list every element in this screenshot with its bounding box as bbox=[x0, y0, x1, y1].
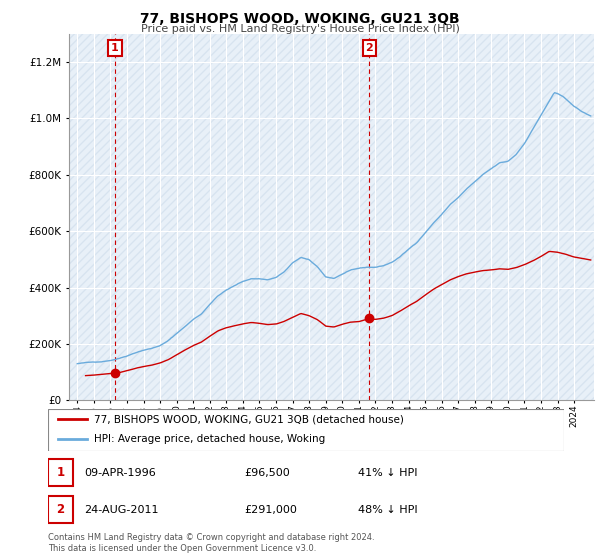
Text: 1: 1 bbox=[56, 466, 64, 479]
Text: Contains HM Land Registry data © Crown copyright and database right 2024.
This d: Contains HM Land Registry data © Crown c… bbox=[48, 533, 374, 553]
Text: HPI: Average price, detached house, Woking: HPI: Average price, detached house, Woki… bbox=[94, 434, 326, 444]
Text: 2: 2 bbox=[56, 503, 64, 516]
Text: 24-AUG-2011: 24-AUG-2011 bbox=[84, 505, 158, 515]
Text: 77, BISHOPS WOOD, WOKING, GU21 3QB: 77, BISHOPS WOOD, WOKING, GU21 3QB bbox=[140, 12, 460, 26]
Text: 48% ↓ HPI: 48% ↓ HPI bbox=[358, 505, 417, 515]
Text: 41% ↓ HPI: 41% ↓ HPI bbox=[358, 468, 417, 478]
Text: Price paid vs. HM Land Registry's House Price Index (HPI): Price paid vs. HM Land Registry's House … bbox=[140, 24, 460, 34]
Bar bbox=[48, 459, 73, 487]
Text: 77, BISHOPS WOOD, WOKING, GU21 3QB (detached house): 77, BISHOPS WOOD, WOKING, GU21 3QB (deta… bbox=[94, 414, 404, 424]
Bar bbox=[69, 34, 594, 400]
Text: 1: 1 bbox=[111, 43, 119, 53]
Text: 09-APR-1996: 09-APR-1996 bbox=[84, 468, 156, 478]
Text: 2: 2 bbox=[365, 43, 373, 53]
Text: £291,000: £291,000 bbox=[244, 505, 297, 515]
Bar bbox=[48, 496, 73, 524]
Text: £96,500: £96,500 bbox=[244, 468, 290, 478]
